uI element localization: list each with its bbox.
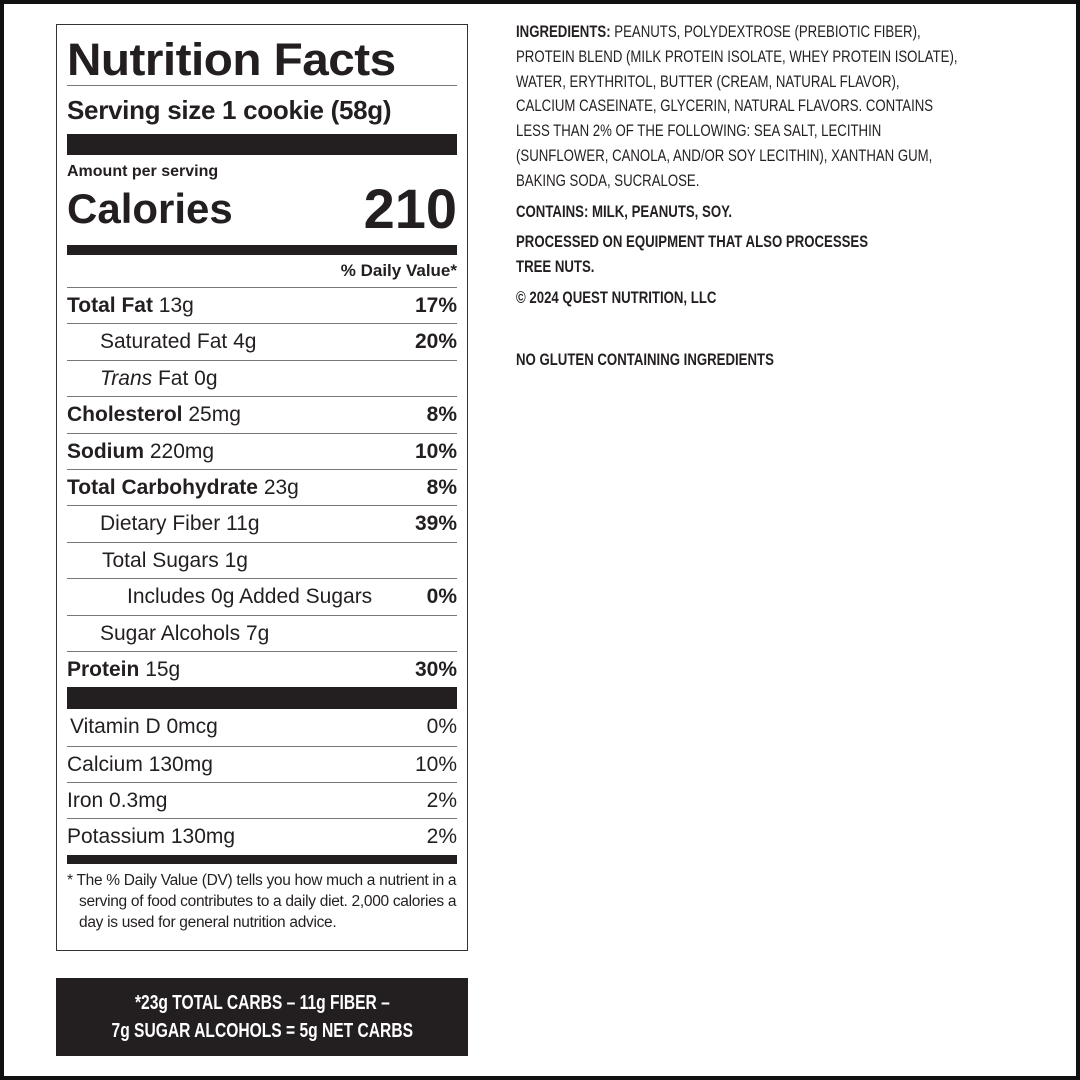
vitamin-name: Potassium 130mg [67,825,236,849]
vitamin-name: Iron 0.3mg [67,789,168,813]
thick-divider [67,687,457,710]
nutrient-row: Trans Fat 0g [67,359,457,396]
ingredients-line: INGREDIENTS: PEANUTS, POLYDEXTROSE (PREB… [516,20,1025,45]
vitamin-name: Vitamin D 0mcg [70,715,218,739]
ingredients-line: CALCIUM CASEINATE, GLYCERIN, NATURAL FLA… [516,94,1025,119]
ingredients-text: CALCIUM CASEINATE, GLYCERIN, NATURAL FLA… [516,97,934,116]
nutrient-amount: 7g [245,621,270,645]
thick-divider [67,245,457,255]
daily-value-header: % Daily Value* [340,261,457,280]
nutrient-row: Total Sugars 1g [67,541,457,578]
nutrient-amount: 1g [224,548,248,572]
ingredients-panel: INGREDIENTS: PEANUTS, POLYDEXTROSE (PREB… [516,20,1025,373]
ingredients-line: LESS THAN 2% OF THE FOLLOWING: SEA SALT,… [516,119,1025,144]
thick-divider [67,854,457,864]
nutrient-name: Sodium [67,439,144,463]
nutrient-dv: 8% [426,403,457,427]
serving-size: Serving size 1 cookie (58g) [67,95,392,125]
gluten-statement: NO GLUTEN CONTAINING INGREDIENTS [516,350,774,369]
nutrient-dv: 0% [426,585,457,609]
nutrient-name: Includes 0g Added Sugars [127,585,373,609]
nutrient-amount: 11g [226,512,260,536]
calories-label: Calories [67,185,233,232]
nutrient-row: Protein 15g 30% [67,650,457,687]
vitamin-dv: 0% [426,715,457,739]
nutrient-row: Sugar Alcohols 7g [67,614,457,651]
nutrient-amount: 25mg [188,403,241,427]
nutrient-name: Cholesterol [67,403,183,427]
divider [67,85,457,86]
nutrient-name: Total Carbohydrate [67,475,258,499]
ingredients-line: WATER, ERYTHRITOL, BUTTER (CREAM, NATURA… [516,70,1025,95]
nutrient-dv: 8% [426,475,457,499]
label-title: Nutrition Facts [67,34,396,85]
thick-divider [67,134,457,155]
ingredients-line: (SUNFLOWER, CANOLA, AND/OR SOY LECITHIN)… [516,144,1025,169]
ingredients-text: LESS THAN 2% OF THE FOLLOWING: SEA SALT,… [516,122,882,141]
nutrient-name: Sugar Alcohols [100,621,241,645]
ingredients-line: PROTEIN BLEND (MILK PROTEIN ISOLATE, WHE… [516,45,1025,70]
calories-value: 210 [363,177,457,240]
ingredients-line: BAKING SODA, SUCRALOSE. [516,169,1025,194]
vitamin-row: Iron 0.3mg 2% [67,782,457,818]
vitamin-row: Vitamin D 0mcg 0% [67,709,457,745]
nutrient-dv: 20% [414,330,457,354]
nutrient-amount: 4g [233,330,257,354]
nutrient-dv: 39% [414,512,457,536]
vitamin-name: Calcium 130mg [67,752,213,776]
nutrient-amount: 13g [158,294,194,317]
nutrient-row: Total Fat 13g 17% [67,287,457,323]
vitamin-row: Potassium 130mg 2% [67,818,457,854]
copyright: © 2024 QUEST NUTRITION, LLC [516,288,717,307]
nutrient-name: Total Sugars [102,548,219,572]
nutrient-dv: 30% [414,657,457,681]
daily-value-footnote: * The % Daily Value (DV) tells you how m… [67,871,457,931]
nutrient-row: Dietary Fiber 11g 39% [67,505,457,541]
nutrition-facts-label: Nutrition Facts Serving size 1 cookie (5… [56,24,468,951]
calories-row: Calories 210 [67,181,457,237]
ingredients-text: PEANUTS, POLYDEXTROSE (PREBIOTIC FIBER), [614,23,921,41]
vitamin-dv: 2% [426,789,457,813]
processed-statement-2: TREE NUTS. [516,258,595,277]
net-carbs-line-1: *23g TOTAL CARBS – 11g FIBER – [134,992,390,1014]
ingredients-text: PROTEIN BLEND (MILK PROTEIN ISOLATE, WHE… [516,47,958,66]
nutrient-name: Protein [67,657,140,681]
amount-per-serving: Amount per serving [67,163,219,180]
nutrient-row: Sodium 220mg 10% [67,432,457,469]
vitamin-dv: 2% [426,825,457,849]
nutrient-row: Saturated Fat 4g 20% [67,323,457,359]
ingredients-text: BAKING SODA, SUCRALOSE. [516,171,700,190]
nutrient-row: Total Carbohydrate 23g 8% [67,468,457,505]
net-carbs-line-2: 7g SUGAR ALCOHOLS = 5g NET CARBS [111,1020,413,1042]
nutrient-name: Saturated Fat [100,330,228,354]
allergen-contains: CONTAINS: MILK, PEANUTS, SOY. [516,202,733,221]
nutrient-dv: 17% [414,294,457,317]
nutrient-amount: 15g [145,657,181,681]
nutrient-amount: 23g [263,475,299,499]
ingredients-text: (SUNFLOWER, CANOLA, AND/OR SOY LECITHIN)… [516,146,933,165]
nutrient-dv: 10% [414,439,457,463]
ingredients-text: WATER, ERYTHRITOL, BUTTER (CREAM, NATURA… [516,72,900,91]
nutrient-row: Cholesterol 25mg 8% [67,396,457,432]
nutrient-name: Total Fat [67,294,153,317]
nutrient-name: Trans [100,366,153,390]
nutrient-name: Dietary Fiber [100,512,221,536]
nutrient-amount: Fat 0g [157,366,218,390]
ingredients-block: INGREDIENTS: PEANUTS, POLYDEXTROSE (PREB… [516,20,1025,373]
nutrient-row: Includes 0g Added Sugars 0% [67,578,457,614]
ingredients-label: INGREDIENTS: [516,23,611,41]
processed-statement-1: PROCESSED ON EQUIPMENT THAT ALSO PROCESS… [516,233,869,252]
net-carbs-box: *23g TOTAL CARBS – 11g FIBER – 7g SUGAR … [56,978,468,1056]
vitamin-dv: 10% [414,752,457,776]
nutrient-amount: 220mg [149,439,215,463]
vitamin-row: Calcium 130mg 10% [67,745,457,782]
